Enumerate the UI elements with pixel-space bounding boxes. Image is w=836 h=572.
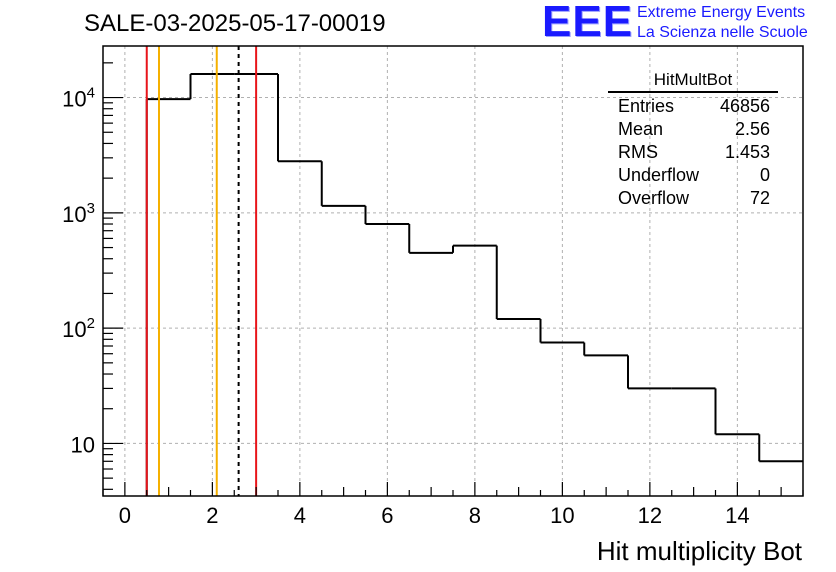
x-axis-title: Hit multiplicity Bot [596, 536, 802, 566]
x-tick-label: 8 [469, 503, 481, 528]
x-tick-label: 6 [381, 503, 393, 528]
stats-label: Underflow [618, 165, 700, 185]
logo-mark: EEE [542, 0, 634, 46]
x-tick-label: 14 [725, 503, 749, 528]
x-tick-label: 12 [638, 503, 662, 528]
stats-value: 46856 [719, 96, 770, 116]
stats-box: HitMultBot Entries 46856 Mean 2.56 RMS 1… [608, 70, 778, 210]
y-tick-label-exponent: 2 [87, 315, 95, 332]
stats-row-entries: Entries 46856 [608, 95, 778, 118]
y-tick-label: 103 [62, 200, 95, 227]
stats-label: Overflow [618, 188, 690, 208]
stats-value: 0 [759, 165, 770, 185]
stats-title: HitMultBot [608, 70, 778, 93]
y-tick-label-base: 10 [62, 87, 86, 112]
stats-value: 2.56 [734, 119, 770, 139]
y-tick-label: 104 [62, 85, 95, 112]
stats-label: Mean [618, 119, 664, 139]
grid-lines [103, 46, 803, 496]
y-tick-label-exponent: 3 [87, 200, 95, 217]
y-tick-label-base: 10 [62, 202, 86, 227]
y-tick-label-exponent: 4 [87, 85, 95, 102]
y-tick-label: 10 [71, 432, 95, 457]
stats-row-underflow: Underflow 0 [608, 164, 778, 187]
stats-row-overflow: Overflow 72 [608, 187, 778, 210]
logo-line-2: La Scienza nelle Scuole [637, 24, 808, 41]
x-tick-label: 10 [550, 503, 574, 528]
stats-label: RMS [618, 142, 658, 162]
eee-logo: EEE Extreme Energy Events La Scienza nel… [542, 0, 832, 46]
stats-row-mean: Mean 2.56 [608, 118, 778, 141]
marker-lines [145, 46, 258, 496]
stats-row-rms: RMS 1.453 [608, 141, 778, 164]
stats-value: 1.453 [724, 142, 770, 162]
x-tick-label: 2 [206, 503, 218, 528]
axis-ticks [102, 62, 804, 496]
y-tick-label-base: 10 [62, 317, 86, 342]
run-title: SALE-03-2025-05-17-00019 [84, 10, 386, 37]
logo-line-1: Extreme Energy Events [637, 4, 806, 21]
x-tick-label: 0 [119, 503, 131, 528]
y-tick-label-base: 10 [71, 432, 95, 457]
y-tick-label: 102 [62, 315, 95, 342]
stats-value: 72 [749, 188, 770, 208]
x-tick-label: 4 [294, 503, 306, 528]
stats-label: Entries [618, 96, 675, 116]
